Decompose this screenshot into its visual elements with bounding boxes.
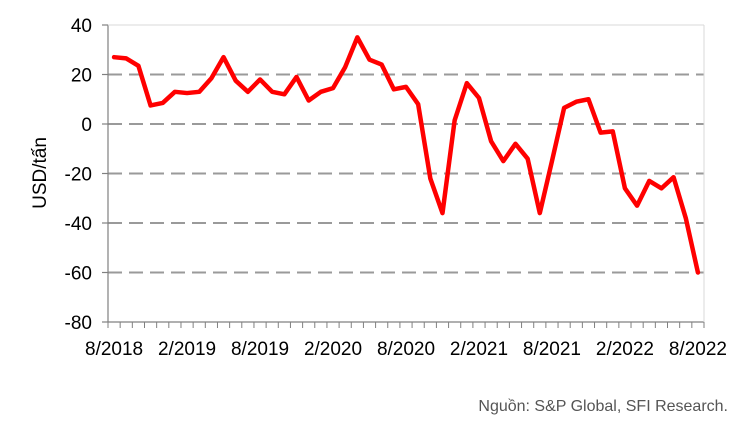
y-axis-label: USD/tấn [30,137,51,209]
y-tick-labels: 40 20 0 -20 -40 -60 -80 [65,16,92,334]
y-tick-label: -60 [65,264,92,285]
source-note: Nguồn: S&P Global, SFI Research. [478,398,728,415]
x-tick-label: 2/2022 [596,339,654,360]
x-tick-label: 2/2019 [158,339,216,360]
y-tick-label: -80 [65,313,92,334]
x-tick-labels: 8/2018 2/2019 8/2019 2/2020 8/2020 2/2021 8/20… [85,339,727,360]
y-tick-label: 0 [81,115,92,136]
x-tick-label: 8/2021 [523,339,581,360]
gridlines [108,73,704,274]
x-tick-label: 8/2019 [231,339,289,360]
axes [102,24,705,328]
x-tick-label: 2/2020 [304,339,362,360]
y-tick-label: 40 [71,16,92,37]
series-group [111,35,701,275]
y-tick-label: 20 [71,66,92,87]
x-tick-label: 2/2021 [450,339,508,360]
x-tick-label: 8/2018 [85,339,143,360]
y-tick-label: -40 [65,214,92,235]
y-tick-label: -20 [65,165,92,186]
x-tick-label: 8/2020 [377,339,435,360]
x-tick-label: 8/2022 [669,339,727,360]
series-line [111,35,701,275]
